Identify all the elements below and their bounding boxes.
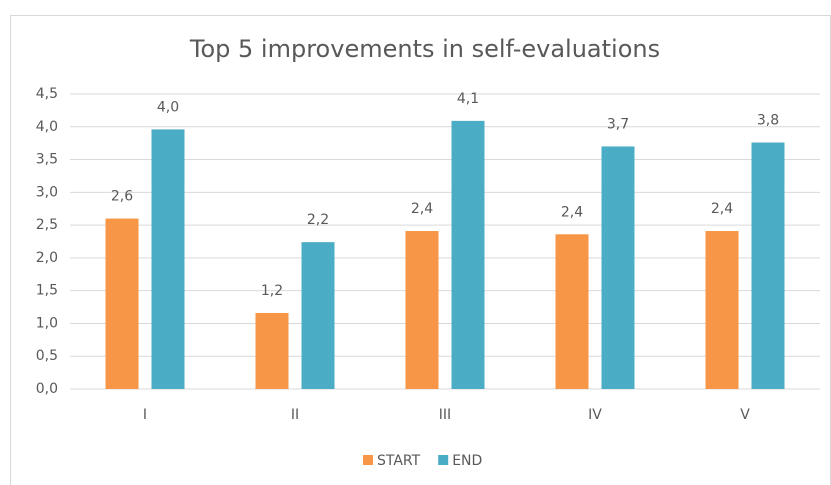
bar (705, 231, 739, 389)
chart-title: Top 5 improvements in self-evaluations (189, 35, 660, 63)
value-label: 2,4 (561, 204, 583, 220)
value-label: 2,2 (307, 212, 329, 228)
bar (601, 146, 635, 389)
legend-swatch (363, 455, 373, 465)
value-label: 3,8 (757, 113, 779, 129)
bar (451, 120, 485, 389)
y-tick-label: 1,0 (36, 315, 58, 331)
legend-swatch (438, 455, 449, 465)
value-label: 3,7 (607, 116, 629, 132)
value-label: 2,4 (411, 201, 433, 217)
bar (255, 312, 289, 389)
bar (105, 218, 139, 389)
x-tick-label: IV (588, 407, 602, 423)
bar (151, 129, 185, 389)
value-label: 1,2 (261, 283, 283, 299)
bar (405, 231, 439, 389)
y-tick-label: 2,5 (36, 217, 58, 233)
x-tick-label: I (143, 407, 147, 423)
y-tick-label: 3,0 (36, 184, 58, 200)
y-tick-label: 2,0 (36, 250, 58, 266)
legend-label: START (377, 453, 421, 469)
legend-label: END (452, 453, 482, 469)
y-tick-label: 4,5 (36, 86, 58, 102)
value-label: 4,1 (457, 91, 479, 107)
x-tick-label: II (291, 407, 299, 423)
y-tick-label: 1,5 (36, 283, 58, 299)
bar (751, 142, 785, 389)
x-tick-label: III (439, 407, 451, 423)
y-tick-label: 0,0 (36, 381, 58, 397)
bar (301, 242, 335, 389)
y-tick-label: 3,5 (36, 152, 58, 168)
x-tick-label: V (740, 407, 750, 423)
y-tick-label: 4,0 (36, 119, 58, 135)
bar (555, 234, 589, 389)
value-label: 2,4 (711, 201, 733, 217)
value-label: 4,0 (157, 99, 179, 115)
y-tick-label: 0,5 (36, 348, 58, 364)
value-label: 2,6 (111, 189, 133, 205)
